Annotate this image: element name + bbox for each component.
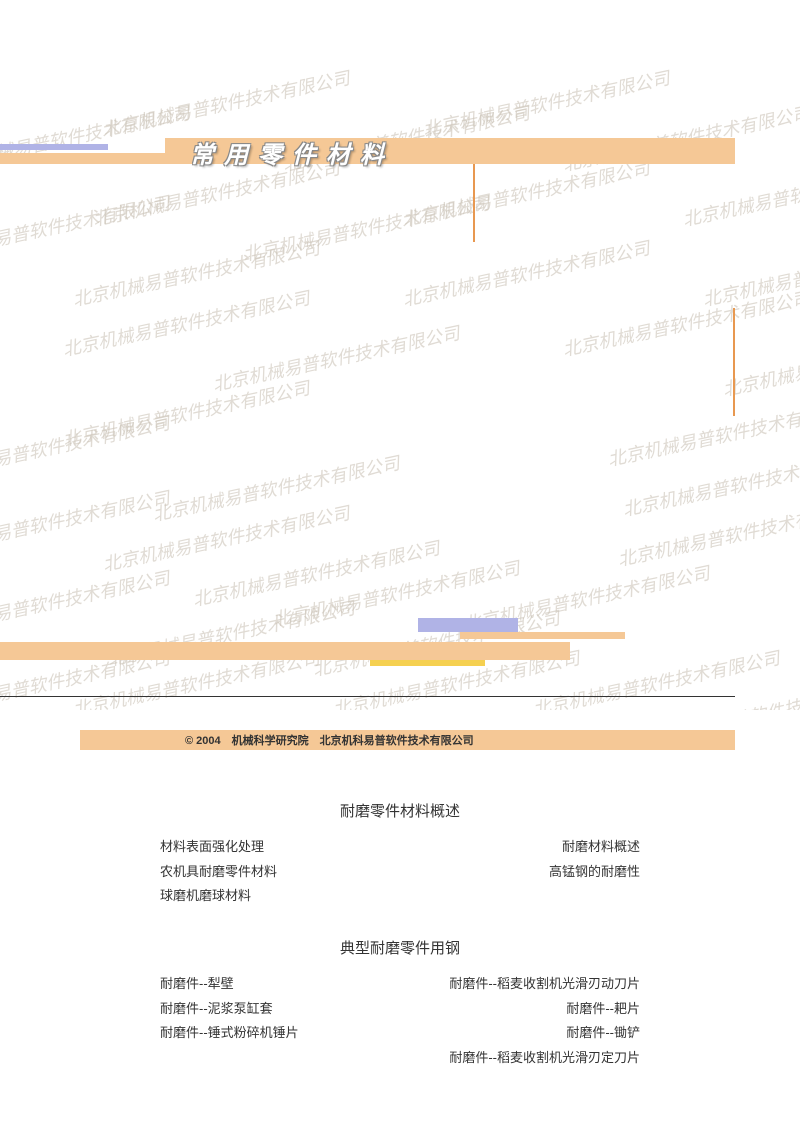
list-item[interactable]: 耐磨件--泥浆泵缸套 xyxy=(160,997,299,1022)
section-2: 典型耐磨零件用钢 耐磨件--犁壁 耐磨件--泥浆泵缸套 耐磨件--锤式粉碎机锤片… xyxy=(0,937,800,1071)
content-area: 耐磨零件材料概述 材料表面强化处理 农机具耐磨零件材料 球磨机磨球材料 耐磨材料… xyxy=(0,800,800,1099)
list-item[interactable]: 耐磨材料概述 xyxy=(549,835,640,860)
accent-bottom-orange-wide xyxy=(0,642,570,660)
vline-orange-2 xyxy=(733,308,735,416)
footer-bar: © 2004 机械科学研究院 北京机科易普软件技术有限公司 xyxy=(80,730,735,750)
list-item[interactable]: 耐磨件--稻麦收割机光滑刃定刀片 xyxy=(449,1046,640,1071)
list-item[interactable]: 耐磨件--耙片 xyxy=(449,997,640,1022)
accent-top-purple xyxy=(0,144,108,150)
header-region: 常用零件材料 xyxy=(0,0,800,710)
list-item[interactable]: 耐磨件--锄铲 xyxy=(449,1021,640,1046)
section-1-right-col: 耐磨材料概述 高锰钢的耐磨性 xyxy=(549,835,640,909)
section-2-columns: 耐磨件--犁壁 耐磨件--泥浆泵缸套 耐磨件--锤式粉碎机锤片 耐磨件--稻麦收… xyxy=(0,972,800,1071)
section-2-title: 典型耐磨零件用钢 xyxy=(0,937,800,958)
list-item[interactable]: 耐磨件--稻麦收割机光滑刃动刀片 xyxy=(449,972,640,997)
list-item[interactable]: 耐磨件--锤式粉碎机锤片 xyxy=(160,1021,299,1046)
list-item[interactable]: 高锰钢的耐磨性 xyxy=(549,860,640,885)
accent-bottom-yellow xyxy=(370,660,485,666)
section-2-left-col: 耐磨件--犁壁 耐磨件--泥浆泵缸套 耐磨件--锤式粉碎机锤片 xyxy=(160,972,299,1071)
page-title: 常用零件材料 xyxy=(190,135,394,170)
section-2-right-col: 耐磨件--稻麦收割机光滑刃动刀片 耐磨件--耙片 耐磨件--锄铲 耐磨件--稻麦… xyxy=(449,972,640,1071)
divider-line xyxy=(0,696,735,697)
section-1-columns: 材料表面强化处理 农机具耐磨零件材料 球磨机磨球材料 耐磨材料概述 高锰钢的耐磨… xyxy=(0,835,800,909)
accent-bottom-orange-thin xyxy=(460,632,625,639)
vline-orange-1 xyxy=(473,164,475,242)
section-1-title: 耐磨零件材料概述 xyxy=(0,800,800,821)
footer-text: © 2004 机械科学研究院 北京机科易普软件技术有限公司 xyxy=(185,732,474,748)
list-item[interactable]: 农机具耐磨零件材料 xyxy=(160,860,277,885)
accent-top-orange-left xyxy=(0,153,165,164)
section-1: 耐磨零件材料概述 材料表面强化处理 农机具耐磨零件材料 球磨机磨球材料 耐磨材料… xyxy=(0,800,800,909)
list-item[interactable]: 材料表面强化处理 xyxy=(160,835,277,860)
list-item[interactable]: 球磨机磨球材料 xyxy=(160,884,277,909)
accent-bottom-purple xyxy=(418,618,518,632)
section-1-left-col: 材料表面强化处理 农机具耐磨零件材料 球磨机磨球材料 xyxy=(160,835,277,909)
list-item[interactable]: 耐磨件--犁壁 xyxy=(160,972,299,997)
